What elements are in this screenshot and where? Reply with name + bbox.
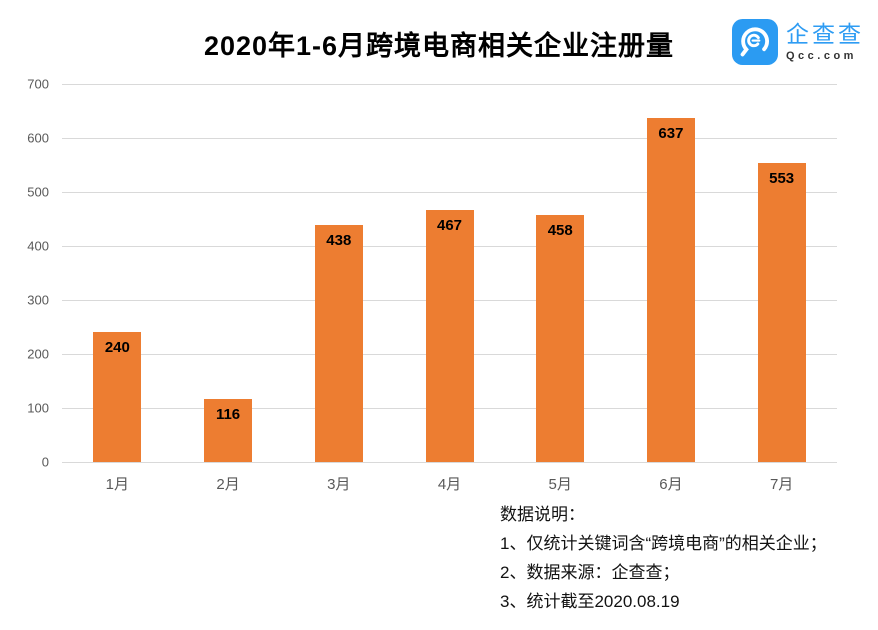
y-tick-label: 500 bbox=[27, 184, 49, 200]
y-tick-label: 700 bbox=[27, 76, 49, 92]
bar-4月: 467 bbox=[425, 209, 474, 462]
qcc-logo-name: 企查查 bbox=[786, 20, 864, 47]
qcc-logo-text: 企查查 Qcc.com bbox=[786, 20, 864, 62]
x-axis-label: 4月 bbox=[437, 476, 462, 493]
note-line: 2、数据来源：企查查； bbox=[500, 563, 680, 582]
bar-value-label: 553 bbox=[769, 170, 795, 188]
x-axis-label: 7月 bbox=[769, 476, 794, 493]
bar-7月: 553 bbox=[757, 163, 806, 462]
y-tick-label: 300 bbox=[27, 292, 49, 308]
qcc-logo-domain: Qcc.com bbox=[786, 49, 857, 62]
bar-value-label: 116 bbox=[215, 406, 241, 424]
y-tick-label: 0 bbox=[41, 454, 49, 470]
bar-6月: 637 bbox=[646, 118, 695, 462]
qcc-logo-icon bbox=[732, 19, 778, 65]
data-notes: 数据说明： 1、仅统计关键词含“跨境电商”的相关企业； 2、数据来源：企查查； … bbox=[500, 500, 827, 616]
bar-value-label: 467 bbox=[436, 216, 463, 234]
y-tick-label: 600 bbox=[27, 130, 49, 146]
gridline bbox=[62, 191, 837, 193]
x-axis-label: 2月 bbox=[216, 476, 240, 493]
notes-heading: 数据说明： bbox=[500, 505, 585, 524]
bar-5月: 458 bbox=[536, 214, 585, 462]
x-axis-label: 3月 bbox=[327, 476, 351, 493]
bar-value-label: 458 bbox=[547, 221, 573, 239]
qcc-logo: 企查查 Qcc.com bbox=[732, 19, 864, 65]
gridline bbox=[62, 137, 837, 139]
note-line: 1、仅统计关键词含“跨境电商”的相关企业； bbox=[500, 534, 827, 553]
x-axis-label: 6月 bbox=[659, 476, 683, 493]
bar-value-label: 637 bbox=[658, 125, 684, 143]
y-tick-label: 400 bbox=[27, 238, 49, 254]
bar-value-label: 240 bbox=[104, 339, 130, 357]
y-tick-label: 100 bbox=[27, 400, 49, 416]
bar-1月: 240 bbox=[93, 332, 142, 462]
bar-2月: 116 bbox=[204, 399, 253, 462]
y-tick-label: 200 bbox=[27, 346, 49, 362]
x-axis-label: 1月 bbox=[105, 476, 130, 493]
bar-3月: 438 bbox=[314, 225, 363, 462]
bar-value-label: 438 bbox=[326, 232, 352, 250]
chart-title: 2020年1-6月跨境电商相关企业注册量 bbox=[203, 31, 675, 61]
x-axis-label: 5月 bbox=[548, 476, 572, 493]
note-line: 3、统计截至2020.08.19 bbox=[500, 592, 680, 611]
gridline bbox=[62, 83, 837, 85]
plot-area: 0 100 200 300 400 500 600 700 240 1月 116 2月 438 3月 467… bbox=[27, 77, 837, 493]
gridline bbox=[62, 461, 837, 463]
